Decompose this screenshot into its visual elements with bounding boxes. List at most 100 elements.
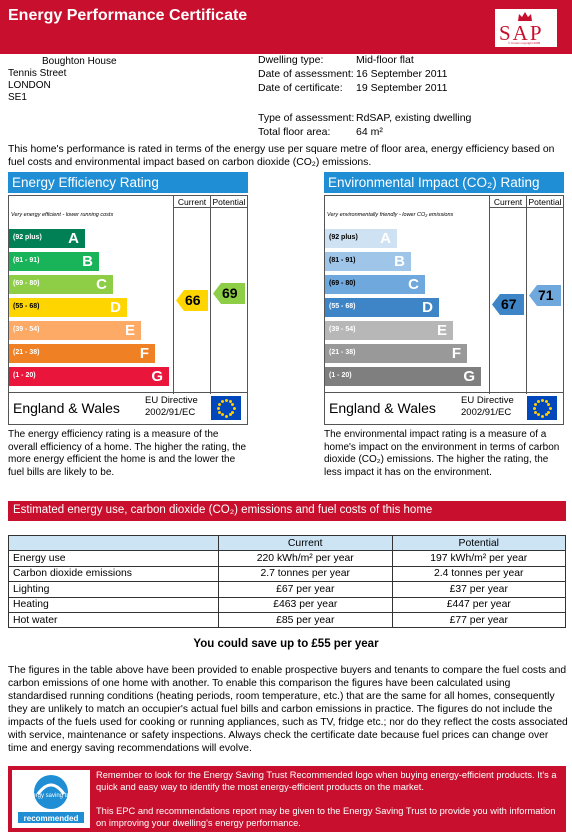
efficiency-potential-value: 69	[222, 285, 238, 301]
band-letter: B	[82, 253, 93, 270]
assessment-type-value: RdSAP, existing dwelling	[356, 112, 472, 124]
efficiency-band-f: (21 - 38) F	[9, 344, 155, 363]
crown-icon	[518, 12, 532, 21]
band-letter: B	[394, 253, 405, 270]
figures-explanation: The figures in the table above have been…	[8, 665, 568, 754]
efficiency-potential-arrow	[213, 283, 245, 304]
environmental-top-note: Very environmentally friendly - lower CO…	[327, 212, 454, 218]
row-potential: £37 per year	[391, 581, 566, 598]
environmental-potential-value: 71	[538, 287, 554, 303]
footer-text-2: This EPC and recommendations report may …	[96, 806, 556, 828]
efficiency-band-a: (92 plus) A	[9, 229, 85, 248]
efficiency-description: The energy efficiency rating is a measur…	[8, 429, 247, 478]
band-range: (55 - 68)	[329, 303, 356, 310]
table-row: Carbon dioxide emissions 2.7 tonnes per …	[8, 565, 566, 583]
eu-star	[220, 413, 224, 417]
eu-star	[228, 399, 232, 403]
row-current: 220 kWh/m² per year	[218, 550, 393, 567]
eu-star	[216, 406, 220, 410]
row-current: £85 per year	[218, 611, 393, 629]
environmental-potential-arrow	[529, 285, 561, 306]
efficiency-directive: EU Directive 2002/91/EC	[145, 395, 198, 419]
band-letter: E	[124, 322, 135, 339]
row-potential: £77 per year	[391, 611, 566, 629]
efficiency-potential-arrow-shape	[213, 283, 245, 304]
footer-banner: energy saving trust recommended Remember…	[8, 766, 566, 832]
eu-star	[547, 402, 551, 406]
row-label: Carbon dioxide emissions	[8, 565, 219, 583]
table-row: Heating £463 per year £447 per year	[8, 596, 566, 613]
table-header-potential: Potential	[391, 534, 566, 552]
efficiency-current-arrow-shape	[176, 290, 208, 311]
environmental-region: England & Wales EU Directive 2002/91/EC	[324, 393, 564, 425]
eu-star	[224, 414, 228, 418]
environmental-potential-header: Potential	[527, 197, 563, 208]
row-potential: 2.4 tonnes per year	[391, 565, 566, 583]
eu-flag-icon	[527, 396, 557, 420]
environmental-band-d: (55 - 68) D	[325, 298, 439, 317]
environmental-band-c: (69 - 80) C	[325, 275, 425, 294]
efficiency-region: England & Wales EU Directive 2002/91/EC	[8, 393, 248, 425]
eu-star	[544, 399, 548, 403]
sap-logo-text: SAP	[499, 21, 544, 45]
band-letter: D	[422, 299, 433, 316]
environmental-current-header: Current	[490, 196, 526, 208]
floor-area-value: 64 m²	[356, 126, 383, 138]
efficiency-potential-header: Potential	[211, 197, 247, 208]
intro-text: This home's performance is rated in term…	[8, 144, 555, 168]
eu-star	[228, 413, 232, 417]
environmental-description: The environmental impact rating is a mea…	[324, 429, 560, 478]
efficiency-band-b: (81 - 91) B	[9, 252, 99, 271]
eu-star	[231, 410, 235, 414]
band-range: (1 - 20)	[13, 372, 36, 379]
band-letter: C	[96, 276, 107, 293]
environmental-impact-panel: Environmental Impact (CO₂) Rating Curren…	[324, 172, 564, 479]
address-line-3: LONDON	[8, 80, 51, 91]
table-header-empty	[8, 534, 219, 552]
directive-line-2: 2002/91/EC	[461, 407, 512, 418]
floor-area-label: Total floor area:	[258, 126, 331, 138]
certificate-date-label: Date of certificate:	[258, 82, 343, 94]
environmental-band-a: (92 plus) A	[325, 229, 397, 248]
band-range: (21 - 38)	[329, 349, 356, 356]
environmental-current-arrow	[492, 294, 524, 315]
band-letter: F	[139, 345, 149, 362]
eu-star	[224, 398, 228, 402]
band-range: (39 - 54)	[329, 326, 356, 333]
row-potential: £447 per year	[391, 596, 566, 613]
band-range: (92 plus)	[329, 234, 358, 241]
efficiency-current-header: Current	[174, 196, 210, 208]
row-current: 2.7 tonnes per year	[218, 565, 393, 583]
environmental-potential-column: Potential	[526, 196, 563, 394]
eu-star	[231, 402, 235, 406]
band-letter: D	[110, 299, 121, 316]
band-letter: C	[408, 276, 419, 293]
sap-logo-copyright: © Crown copyright 2005	[508, 41, 541, 45]
table-row: Energy use 220 kWh/m² per year 197 kWh/m…	[8, 550, 566, 567]
eu-star	[544, 413, 548, 417]
energy-efficiency-title: Energy Efficiency Rating	[8, 172, 248, 193]
address-line-2: Tennis Street	[8, 68, 67, 79]
table-header-row: Current Potential	[8, 534, 566, 552]
eu-star	[536, 413, 540, 417]
certificate-title: Energy Performance Certificate	[8, 7, 248, 24]
environmental-chart: Current Potential Very environmentally f…	[324, 195, 564, 394]
row-potential: 197 kWh/m² per year	[391, 550, 566, 567]
row-current: £463 per year	[218, 596, 393, 613]
directive-line-1: EU Directive	[461, 395, 514, 406]
band-range: (92 plus)	[13, 234, 42, 241]
band-range: (55 - 68)	[13, 303, 40, 310]
row-current: £67 per year	[218, 581, 393, 598]
costs-section-title: Estimated energy use, carbon dioxide (CO…	[8, 501, 566, 521]
band-range: (69 - 80)	[329, 280, 356, 287]
environmental-band-g: (1 - 20) G	[325, 367, 481, 386]
eu-star	[217, 402, 221, 406]
environmental-impact-title: Environmental Impact (CO₂) Rating	[324, 172, 564, 193]
dwelling-type-label: Dwelling type:	[258, 54, 324, 66]
eu-star	[547, 410, 551, 414]
efficiency-chart: Current Potential Very energy efficient …	[8, 195, 248, 394]
environmental-current-arrow-shape	[492, 294, 524, 315]
row-label: Hot water	[8, 611, 219, 629]
logo-text-1: energy saving trust	[26, 793, 77, 799]
certificate-header: Energy Performance Certificate SAP © Cro…	[0, 0, 572, 54]
